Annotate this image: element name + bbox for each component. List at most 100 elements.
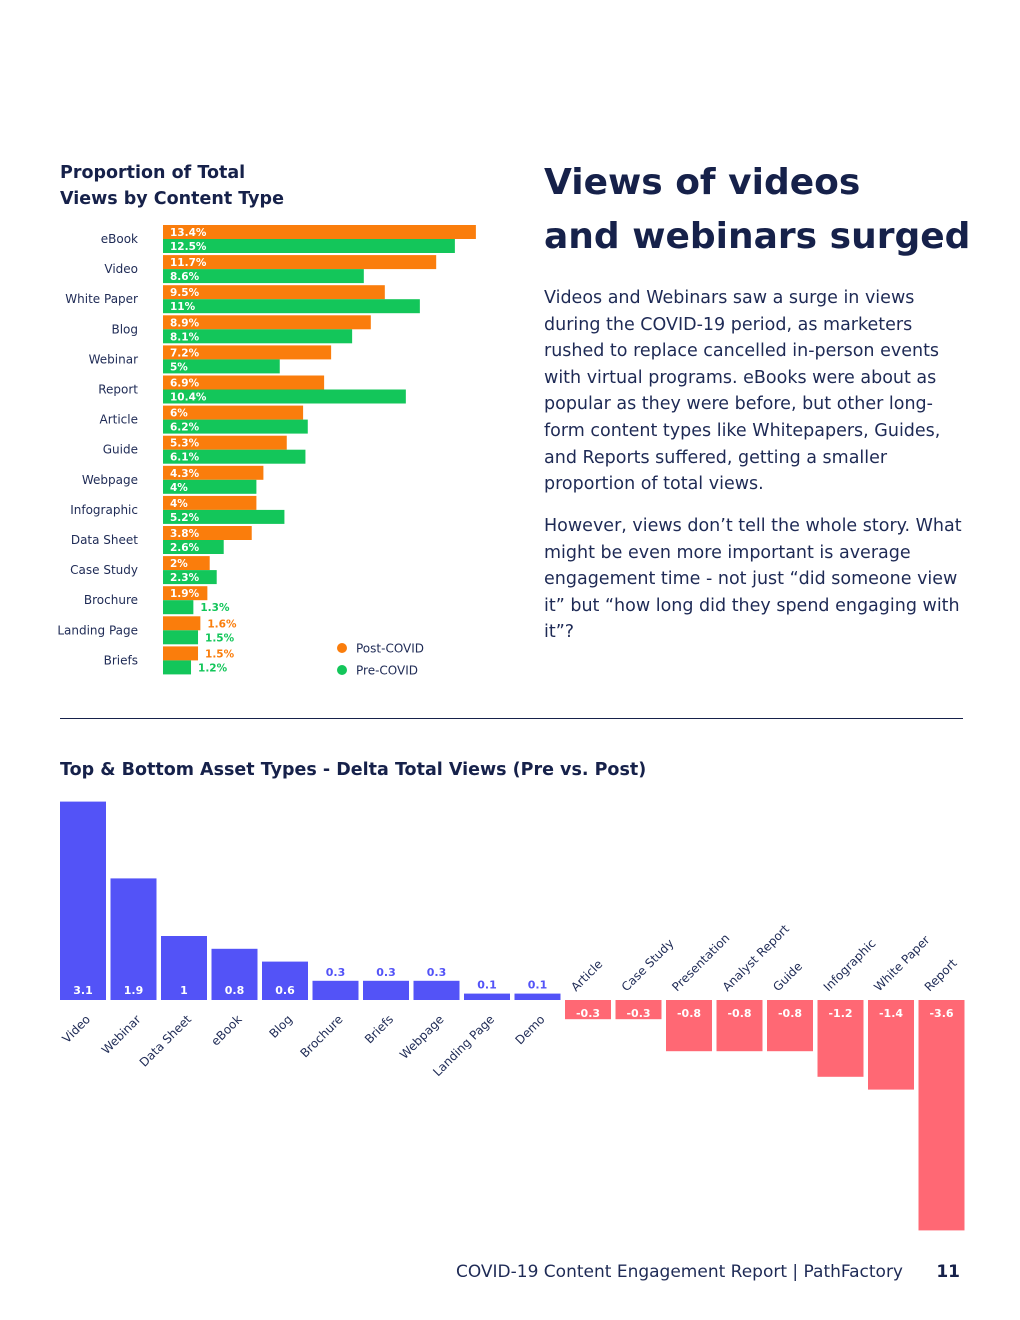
post-covid-bar <box>163 225 476 239</box>
post-covid-label: 1.6% <box>207 618 237 630</box>
positive-bar <box>211 948 258 1000</box>
category-label: Data Sheet <box>71 533 138 547</box>
post-covid-bar <box>163 375 325 390</box>
pre-covid-label: 6.2% <box>170 422 200 434</box>
value-label: 3.1 <box>73 984 93 997</box>
value-label: -0.8 <box>727 1007 751 1020</box>
post-covid-bar <box>163 255 437 270</box>
post-covid-bar <box>163 345 332 360</box>
post-covid-bar <box>163 586 208 601</box>
value-label: 0.1 <box>477 979 497 992</box>
post-covid-label: 6.9% <box>170 378 200 390</box>
page-number: 11 <box>936 1262 960 1282</box>
value-label: 0.6 <box>275 984 295 997</box>
category-label: Brochure <box>84 593 138 607</box>
value-label: -0.8 <box>778 1007 802 1020</box>
value-label: -0.8 <box>677 1007 701 1020</box>
pre-covid-label: 1.2% <box>198 662 228 674</box>
category-label: Guide <box>103 443 138 457</box>
category-label: Infographic <box>70 503 138 517</box>
left-chart-title: Proportion of Total Views by Content Typ… <box>60 160 360 212</box>
post-covid-bar <box>163 616 201 631</box>
pre-covid-bar <box>163 630 199 645</box>
left-chart-title-line2: Views by Content Type <box>60 189 284 209</box>
negative-bar <box>615 1000 662 1020</box>
category-label: Article <box>568 957 605 994</box>
pre-covid-label: 5% <box>170 361 188 373</box>
positive-bar <box>464 993 510 1000</box>
negative-bar <box>817 1000 864 1077</box>
pre-covid-label: 10.4% <box>170 392 207 404</box>
value-label: 0.3 <box>376 966 396 979</box>
value-label: 0.1 <box>528 979 548 992</box>
pre-covid-label: 5.2% <box>170 512 200 524</box>
pre-covid-bar <box>163 359 280 374</box>
post-covid-bar <box>163 495 257 510</box>
post-covid-bar <box>163 465 264 480</box>
value-label: -3.6 <box>929 1007 953 1020</box>
positive-bar <box>110 878 157 1000</box>
pre-covid-bar <box>163 600 194 615</box>
pre-covid-label: 1.5% <box>205 632 235 644</box>
pre-covid-bar <box>163 660 192 675</box>
legend-post-covid-marker <box>337 643 347 653</box>
category-label: Report <box>98 383 138 397</box>
pre-covid-label: 6.1% <box>170 452 200 464</box>
post-covid-label: 11.7% <box>170 257 207 269</box>
pre-covid-bar <box>163 329 353 344</box>
post-covid-label: 7.2% <box>170 347 200 359</box>
pre-covid-bar <box>163 449 306 464</box>
content-type-bar-chart: eBook 13.4% 12.5% Video 11.7% 8.6% White Paper… <box>57 225 476 678</box>
category-label: Infographic <box>821 936 879 994</box>
post-covid-label: 4% <box>170 498 188 510</box>
pre-covid-label: 11% <box>170 301 196 313</box>
post-covid-label: 8.9% <box>170 317 200 329</box>
pre-covid-label: 2.3% <box>170 572 200 584</box>
body-paragraph-2: However, views don’t tell the whole stor… <box>544 516 962 643</box>
pre-covid-label: 8.6% <box>170 271 200 283</box>
value-label: -1.4 <box>879 1007 903 1020</box>
negative-bar <box>565 1000 611 1020</box>
category-label: eBook <box>101 232 138 246</box>
value-label: -0.3 <box>626 1007 650 1020</box>
positive-bar <box>363 980 409 1000</box>
category-label: Video <box>59 1012 93 1046</box>
value-label: 1.9 <box>124 984 144 997</box>
pre-covid-bar <box>163 540 224 554</box>
delta-views-bar-chart: 3.1 Video 1.9 Webinar 1 Data Sheet 0.8 eBook 0.6… <box>59 801 965 1231</box>
post-covid-bar <box>163 435 287 450</box>
category-label: Webinar <box>89 352 138 366</box>
category-label: Case Study <box>70 563 138 577</box>
category-label: Webpage <box>82 473 138 487</box>
pre-covid-label: 4% <box>170 482 188 494</box>
category-label: Data Sheet <box>137 1012 195 1070</box>
legend-pre-covid-label: Pre-COVID <box>356 664 418 678</box>
post-covid-label: 4.3% <box>170 468 200 480</box>
pre-covid-label: 12.5% <box>170 241 207 253</box>
post-covid-bar <box>163 405 304 420</box>
negative-bar <box>767 1000 813 1052</box>
negative-bar <box>918 1000 965 1231</box>
value-label: -0.3 <box>576 1007 600 1020</box>
pre-covid-bar <box>163 389 406 404</box>
positive-bar <box>413 980 460 1000</box>
category-label: eBook <box>208 1012 244 1048</box>
category-label: Landing Page <box>57 623 138 637</box>
category-label: Demo <box>513 1012 548 1047</box>
value-label: -1.2 <box>828 1007 852 1020</box>
value-label: 0.8 <box>225 984 245 997</box>
post-covid-bar <box>163 646 199 661</box>
category-label: Report <box>922 956 960 994</box>
value-label: 1 <box>180 984 188 997</box>
post-covid-label: 9.5% <box>170 287 200 299</box>
post-covid-label: 2% <box>170 558 188 570</box>
value-label: 0.3 <box>326 966 346 979</box>
section-divider <box>60 718 963 719</box>
left-chart-title-line1: Proportion of Total <box>60 163 246 183</box>
negative-bar <box>716 1000 763 1052</box>
post-covid-label: 13.4% <box>170 227 207 239</box>
category-label: Brochure <box>297 1012 345 1060</box>
pre-covid-label: 1.3% <box>200 602 230 614</box>
pre-covid-bar <box>163 239 455 253</box>
negative-bar <box>666 1000 712 1052</box>
